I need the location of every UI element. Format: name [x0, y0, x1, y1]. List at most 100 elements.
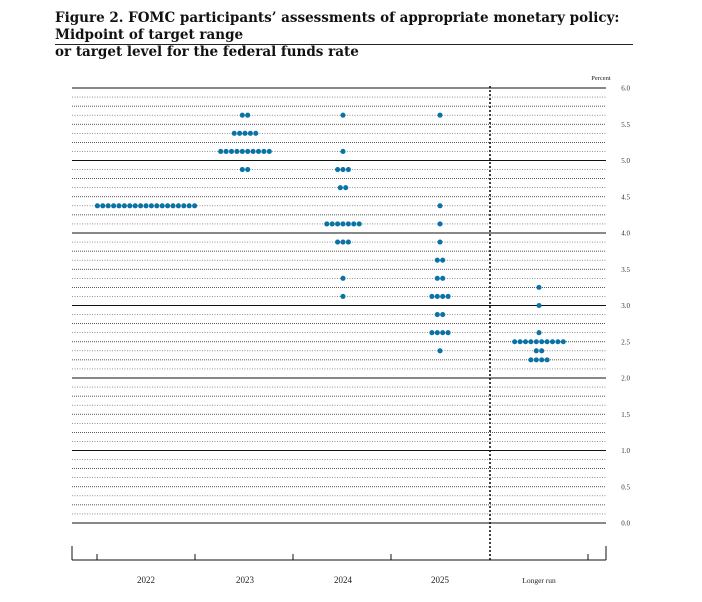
participant-dot — [445, 293, 451, 299]
participant-dot — [437, 112, 443, 118]
participant-dot — [121, 203, 127, 209]
participant-dot — [445, 330, 451, 336]
participant-dot — [154, 203, 160, 209]
participant-dot — [440, 293, 446, 299]
x-axis-category-labels: 2022 2023 2024 2025 Longer run — [137, 575, 556, 585]
participant-dot — [105, 203, 111, 209]
participant-dot — [132, 203, 138, 209]
participant-dot — [437, 221, 443, 227]
unit-label: Percent — [591, 75, 611, 82]
participant-dot — [429, 293, 435, 299]
x-category-label: 2023 — [236, 575, 255, 585]
participant-dot — [549, 339, 556, 345]
participant-dot — [528, 357, 534, 363]
participant-dot — [343, 185, 349, 191]
participant-dot — [186, 203, 192, 209]
y-tick-label: 1.5 — [621, 411, 630, 419]
participant-dot — [517, 339, 523, 345]
participant-dot — [340, 112, 346, 118]
y-tick-label: 5.0 — [621, 157, 630, 165]
participant-dot — [170, 203, 176, 209]
participant-dot — [340, 275, 346, 281]
participant-dot — [324, 221, 330, 227]
participant-dot — [437, 348, 443, 354]
participant-dot — [239, 112, 245, 118]
participant-dot — [329, 221, 335, 227]
participant-dot — [434, 257, 440, 263]
participant-dot — [539, 339, 545, 345]
y-tick-label: 0.5 — [621, 483, 630, 491]
participant-dot — [340, 221, 346, 227]
participant-dot — [536, 284, 542, 290]
participant-dot — [555, 339, 561, 345]
participant-dot — [223, 148, 229, 154]
y-tick-label: 2.5 — [621, 338, 630, 346]
participant-dot — [536, 330, 542, 336]
y-tick-label: 5.5 — [621, 121, 630, 129]
participant-dot — [429, 330, 435, 336]
participant-dot — [255, 148, 262, 154]
participant-dot — [245, 112, 251, 118]
participant-dot — [228, 148, 235, 154]
participant-dot — [261, 148, 267, 154]
participant-dot — [544, 357, 550, 363]
participant-dot — [234, 148, 240, 154]
participant-dot — [340, 148, 346, 154]
participant-dot — [175, 203, 181, 209]
x-category-label: 2024 — [334, 575, 353, 585]
x-category-label: Longer run — [522, 576, 556, 585]
participant-dot — [192, 203, 198, 209]
participant-dot — [345, 221, 351, 227]
participant-dot — [138, 203, 144, 209]
participant-dot — [94, 203, 100, 209]
participant-dot — [528, 339, 534, 345]
participant-dot — [335, 239, 341, 245]
participant-dot — [533, 357, 539, 363]
participant-dot — [245, 148, 251, 154]
participant-dot — [544, 339, 550, 345]
participant-dot — [218, 148, 224, 154]
participant-dot — [127, 203, 133, 209]
participant-dot — [434, 312, 440, 318]
participant-dot — [239, 167, 245, 173]
participant-dot — [560, 339, 566, 345]
participant-dot — [165, 203, 171, 209]
participant-dot — [159, 203, 165, 209]
participant-dot — [231, 130, 237, 136]
y-tick-label: 1.0 — [621, 447, 630, 455]
participant-dot — [539, 357, 545, 363]
participant-dot — [434, 275, 440, 281]
participant-dot — [522, 339, 529, 345]
participant-dot — [242, 130, 248, 136]
participant-dot — [250, 148, 256, 154]
participant-dot — [440, 330, 446, 336]
participant-dot — [237, 130, 243, 136]
participant-dot — [351, 221, 357, 227]
participant-dot — [340, 293, 346, 299]
participant-dot — [245, 167, 251, 173]
participant-dot — [345, 167, 351, 173]
y-tick-label: 0.0 — [621, 520, 630, 528]
x-category-label: 2025 — [431, 575, 450, 585]
participant-dot — [116, 203, 122, 209]
participant-dot — [533, 339, 539, 345]
participant-dot — [434, 293, 440, 299]
participant-dot — [247, 130, 253, 136]
participant-dot — [437, 203, 443, 209]
participant-dot — [512, 339, 518, 345]
participant-dot — [340, 167, 346, 173]
figure-title-line-2: or target level for the federal funds ra… — [55, 44, 359, 60]
participant-dot — [239, 148, 245, 154]
participant-dot — [148, 203, 154, 209]
title-rule — [55, 44, 633, 45]
x-axis — [71, 546, 607, 561]
y-tick-label: 4.5 — [621, 193, 630, 201]
participant-dot — [143, 203, 149, 209]
participant-dot — [536, 302, 542, 309]
participant-dot — [440, 275, 446, 281]
y-tick-label: 4.0 — [621, 230, 630, 238]
figure-title-line-1: Figure 2. FOMC participants’ assessments… — [55, 10, 620, 43]
participant-dot — [539, 348, 545, 354]
participant-dot — [337, 185, 343, 191]
participant-dot — [111, 203, 117, 209]
